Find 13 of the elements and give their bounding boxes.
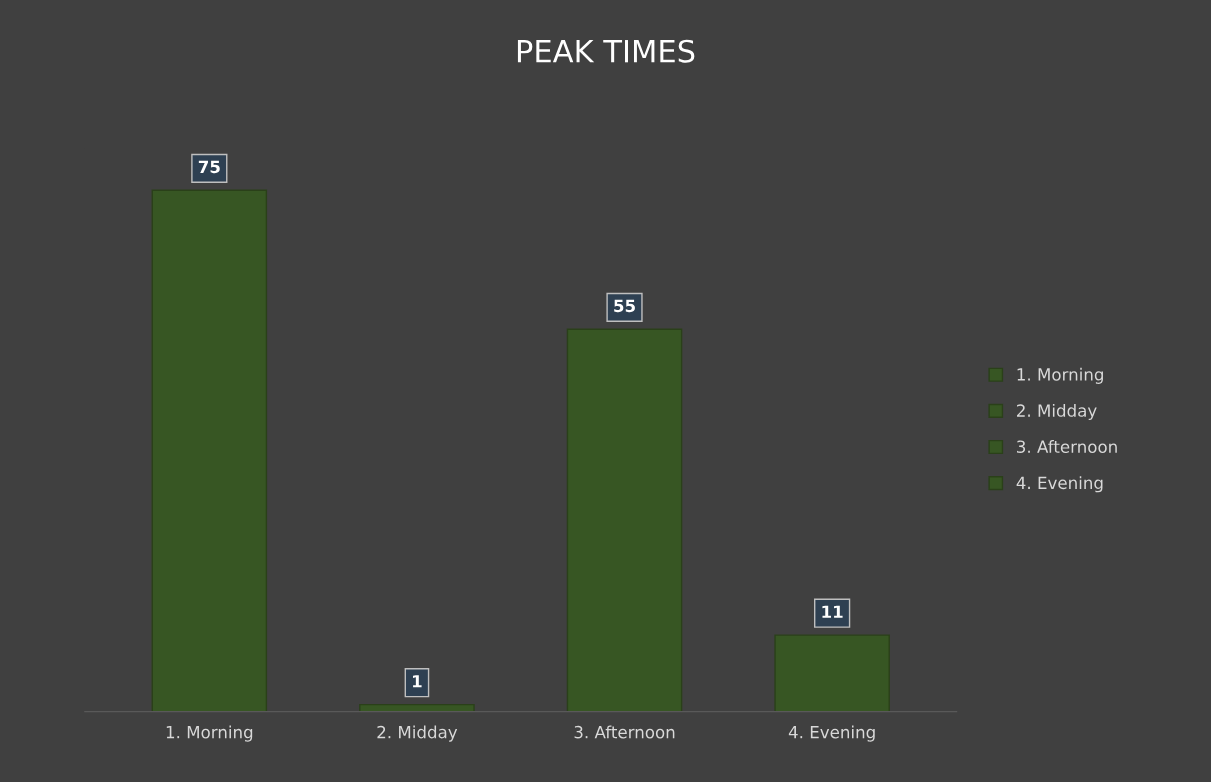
chart-title: PEAK TIMES [517, 39, 695, 63]
data-label: 55 [614, 299, 635, 313]
data-label: 75 [198, 160, 220, 174]
data-label: 1 [413, 675, 422, 688]
legend-label: 2. Midday [1017, 403, 1097, 421]
x-tick-label: 4. Evening [788, 725, 875, 742]
legend-label: 3. Afternoon [1017, 440, 1117, 453]
x-tick-label: 3. Afternoon [574, 725, 675, 739]
legend-label: 4. Evening [1016, 476, 1103, 493]
legend-label: 1. Morning [1017, 367, 1103, 384]
data-label: 11 [822, 605, 843, 618]
x-tick-label: 2. Midday [377, 725, 458, 742]
x-tick-label: 1. Morning [166, 725, 253, 742]
